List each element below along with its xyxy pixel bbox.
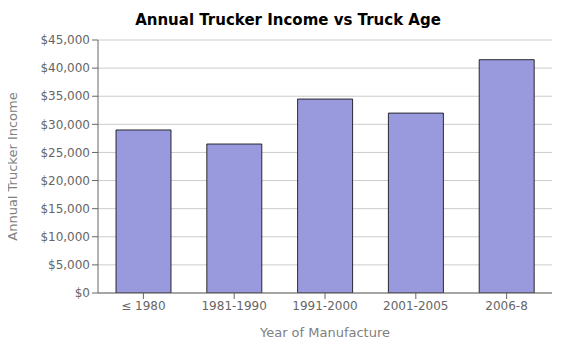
svg-text:≤ 1980: ≤ 1980 (121, 299, 165, 313)
svg-text:2006-8: 2006-8 (485, 299, 528, 313)
svg-text:$20,000: $20,000 (40, 174, 90, 188)
svg-text:$45,000: $45,000 (40, 33, 90, 47)
svg-text:$0: $0 (75, 286, 90, 300)
svg-text:1981-1990: 1981-1990 (201, 299, 266, 313)
svg-text:2001-2005: 2001-2005 (383, 299, 448, 313)
svg-text:$5,000: $5,000 (48, 258, 90, 272)
svg-text:$15,000: $15,000 (40, 202, 90, 216)
svg-text:Annual Trucker Income: Annual Trucker Income (8, 92, 20, 240)
svg-text:$25,000: $25,000 (40, 146, 90, 160)
svg-text:Year of Manufacture: Year of Manufacture (259, 325, 390, 340)
svg-text:$40,000: $40,000 (40, 61, 90, 75)
svg-text:$35,000: $35,000 (40, 89, 90, 103)
svg-text:1991-2000: 1991-2000 (292, 299, 357, 313)
svg-text:$30,000: $30,000 (40, 118, 90, 132)
html-text:Annual Trucker Income vs Truck: Annual Trucker Income vs Truck Age (135, 11, 441, 29)
svg-text:$10,000: $10,000 (40, 230, 90, 244)
